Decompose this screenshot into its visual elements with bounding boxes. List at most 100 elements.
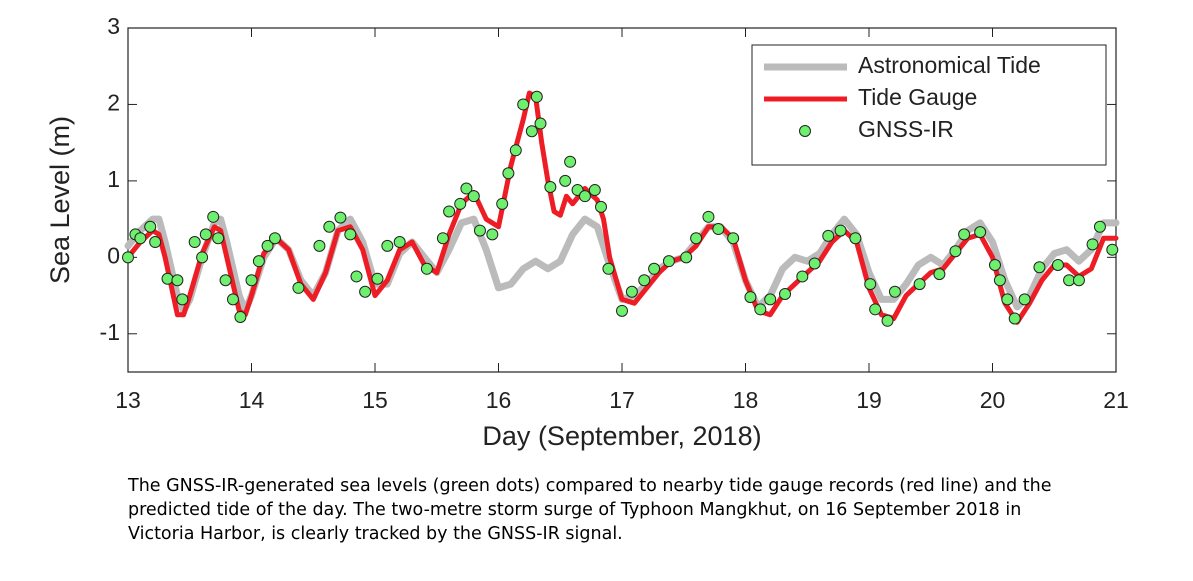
gnss-point bbox=[122, 251, 134, 264]
gnss-point bbox=[486, 228, 499, 241]
legend-label: Astronomical Tide bbox=[858, 52, 1041, 78]
gnss-point bbox=[616, 304, 628, 317]
x-tick-label: 13 bbox=[115, 387, 141, 413]
gnss-point bbox=[245, 274, 258, 287]
gnss-point bbox=[496, 197, 509, 210]
gnss-point bbox=[226, 293, 239, 306]
gnss-point bbox=[460, 182, 473, 195]
gnss-point bbox=[849, 232, 862, 245]
legend-label: GNSS-IR bbox=[858, 116, 954, 142]
gnss-point bbox=[648, 262, 661, 275]
gnss-point bbox=[754, 303, 767, 316]
gnss-point bbox=[744, 291, 757, 304]
gnss-point bbox=[509, 144, 522, 157]
gnss-point bbox=[1086, 238, 1099, 251]
gnss-point bbox=[176, 293, 189, 306]
x-axis-label: Day (September, 2018) bbox=[482, 421, 761, 451]
gnss-point bbox=[1093, 220, 1106, 233]
gnss-point bbox=[1018, 293, 1031, 306]
gnss-point bbox=[559, 174, 572, 187]
y-tick-label: 0 bbox=[107, 242, 120, 268]
legend-label: Tide Gauge bbox=[858, 84, 977, 110]
gnss-point bbox=[292, 281, 305, 294]
gnss-point bbox=[517, 98, 530, 111]
x-tick-label: 18 bbox=[733, 387, 759, 413]
gnss-point bbox=[869, 303, 882, 316]
gnss-point bbox=[974, 226, 987, 239]
gnss-point bbox=[949, 245, 962, 258]
gnss-point bbox=[252, 255, 265, 268]
gnss-point bbox=[381, 239, 394, 252]
gnss-point bbox=[454, 197, 467, 210]
gnss-point bbox=[796, 270, 809, 283]
gnss-point bbox=[323, 220, 336, 233]
gnss-point bbox=[334, 211, 347, 224]
gnss-point bbox=[988, 258, 1001, 271]
gnss-point bbox=[638, 274, 651, 287]
gnss-point bbox=[525, 125, 538, 138]
gnss-point bbox=[261, 239, 274, 252]
gnss-point bbox=[196, 251, 209, 264]
gnss-point bbox=[588, 184, 601, 197]
gnss-point bbox=[1001, 293, 1014, 306]
gnss-point bbox=[207, 210, 220, 223]
caption: The GNSS-IR-generated sea levels (green … bbox=[128, 476, 1052, 544]
x-tick-label: 14 bbox=[239, 387, 265, 413]
gnss-point bbox=[779, 288, 792, 301]
gnss-point bbox=[595, 200, 608, 213]
gnss-point bbox=[502, 167, 515, 180]
y-tick-label: 1 bbox=[107, 166, 120, 192]
gnss-point bbox=[564, 155, 577, 168]
gnss-point bbox=[534, 117, 547, 130]
gnss-point bbox=[420, 262, 433, 275]
gnss-point bbox=[161, 272, 174, 285]
gnss-point bbox=[1063, 274, 1076, 287]
x-tick-label: 17 bbox=[609, 387, 635, 413]
gnss-point bbox=[268, 232, 281, 245]
gnss-point bbox=[473, 224, 486, 237]
gnss-point bbox=[712, 223, 725, 236]
gnss-point bbox=[662, 255, 675, 268]
y-axis-label: Sea Level (m) bbox=[45, 116, 75, 284]
gnss-point bbox=[436, 232, 449, 245]
gnss-point bbox=[958, 228, 971, 241]
chart: Day (September, 2018) Sea Level (m) -1 0 1… bbox=[45, 13, 1129, 451]
gnss-point bbox=[219, 274, 232, 287]
gnss-point bbox=[690, 232, 703, 245]
gnss-point bbox=[913, 278, 926, 291]
gnss-point bbox=[134, 232, 147, 245]
gnss-point bbox=[149, 236, 162, 249]
x-tick-label: 19 bbox=[856, 387, 882, 413]
gnss-point bbox=[625, 285, 638, 298]
gnss-point bbox=[888, 285, 901, 298]
gnss-point bbox=[680, 251, 693, 264]
gnss-point bbox=[212, 232, 225, 245]
gnss-point bbox=[443, 205, 456, 218]
gnss-point bbox=[933, 268, 946, 281]
gnss-point bbox=[881, 314, 894, 327]
gnss-point bbox=[602, 262, 615, 275]
gnss-point bbox=[371, 272, 384, 285]
x-tick-label: 20 bbox=[980, 387, 1006, 413]
gnss-point bbox=[1008, 312, 1021, 325]
gnss-point bbox=[313, 239, 326, 252]
gnss-point bbox=[359, 285, 372, 298]
gnss-point bbox=[144, 220, 157, 233]
gnss-point bbox=[1051, 258, 1064, 271]
gnss-point bbox=[171, 274, 184, 287]
x-tick-label: 15 bbox=[362, 387, 388, 413]
gnss-point bbox=[544, 181, 557, 194]
gnss-point bbox=[234, 310, 247, 323]
gnss-point bbox=[530, 90, 543, 103]
gnss-point bbox=[393, 236, 406, 249]
y-tick-label: 3 bbox=[107, 13, 120, 39]
gnss-point bbox=[467, 190, 480, 203]
gnss-point bbox=[188, 236, 201, 249]
legend-swatch bbox=[799, 125, 811, 137]
gnss-point bbox=[1072, 274, 1085, 287]
gnss-point bbox=[834, 224, 847, 237]
gnss-point bbox=[199, 228, 212, 241]
gnss-point bbox=[993, 274, 1006, 287]
x-tick-label: 16 bbox=[486, 387, 512, 413]
